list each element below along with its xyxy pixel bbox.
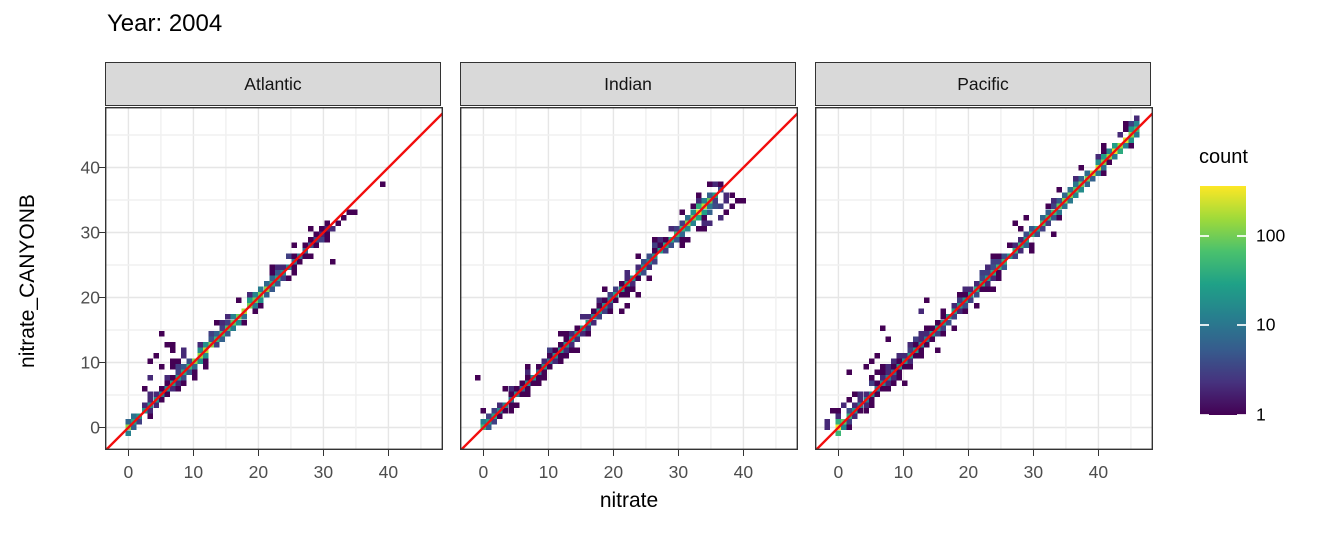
x-axis-title: nitrate — [599, 489, 659, 512]
colorbar-tick — [1237, 414, 1246, 416]
x-tick-label: 30 — [313, 462, 334, 482]
x-tick-label: 40 — [378, 462, 399, 482]
panel-area-atlantic — [105, 107, 443, 450]
x-axis-tick — [547, 450, 550, 456]
x-axis-tick — [387, 450, 390, 456]
facet-strip-indian: Indian — [460, 62, 796, 106]
facet-strip-atlantic: Atlantic — [105, 62, 441, 106]
x-axis-tick — [902, 450, 905, 456]
gridlines — [815, 107, 1153, 450]
colorbar-tick-label: 10 — [1256, 314, 1276, 335]
x-axis-tick — [482, 450, 485, 456]
x-tick-label: 20 — [248, 462, 269, 482]
x-axis-tick — [1097, 450, 1100, 456]
x-axis-tick — [967, 450, 970, 456]
y-axis-title: nitrate_CANYONB — [16, 194, 39, 368]
colorbar-tick — [1237, 324, 1246, 327]
x-axis-tick — [257, 450, 260, 456]
plot-title: Year: 2004 — [107, 10, 223, 37]
colorbar-tick — [1200, 324, 1209, 327]
y-axis-tick — [99, 166, 105, 169]
bin2d-cells — [125, 181, 386, 436]
facet-strip-label: Atlantic — [244, 73, 302, 94]
x-axis-tick — [322, 450, 325, 456]
facet-strip-label: Indian — [604, 73, 652, 94]
bin2d-cells — [824, 115, 1140, 436]
y-tick-label: 10 — [80, 352, 100, 372]
panel-area-indian — [460, 107, 798, 450]
gridlines — [105, 107, 443, 450]
y-axis-tick — [99, 231, 105, 234]
x-axis-tick — [612, 450, 615, 456]
colorbar-tick-label: 1 — [1256, 404, 1266, 425]
colorbar-tick — [1200, 234, 1209, 237]
x-axis-tick — [192, 450, 195, 456]
x-tick-label: 0 — [123, 462, 134, 482]
x-axis-tick — [127, 450, 130, 456]
facet-strip-pacific: Pacific — [815, 62, 1151, 106]
y-tick-label: 30 — [80, 222, 100, 242]
y-tick-label: 0 — [90, 417, 100, 437]
x-axis-tick — [742, 450, 745, 456]
colorbar-tick-label: 100 — [1256, 225, 1286, 246]
y-axis-tick — [99, 426, 105, 429]
panel-border — [105, 107, 443, 450]
colorbar-tick — [1200, 414, 1209, 416]
x-tick-label: 40 — [733, 462, 754, 482]
x-tick-label: 30 — [1023, 462, 1044, 482]
colorbar-tick — [1237, 234, 1246, 237]
panel-area-pacific — [815, 107, 1153, 450]
legend-colorbar — [1200, 186, 1246, 415]
x-tick-label: 10 — [538, 462, 559, 482]
x-axis-tick — [837, 450, 840, 456]
identity-line — [815, 111, 1153, 450]
legend-title: count — [1199, 146, 1248, 168]
panel-atlantic — [105, 107, 443, 450]
identity-line — [105, 111, 443, 450]
y-axis-tick — [99, 296, 105, 299]
x-tick-label: 30 — [668, 462, 689, 482]
x-tick-label: 10 — [183, 462, 204, 482]
x-axis-tick — [1032, 450, 1035, 456]
x-tick-label: 10 — [893, 462, 914, 482]
y-tick-label: 20 — [80, 287, 100, 307]
y-axis-tick — [99, 361, 105, 364]
panel-pacific — [815, 107, 1153, 450]
x-axis-tick — [677, 450, 680, 456]
identity-line — [460, 111, 798, 450]
panel-border — [815, 107, 1153, 450]
panel-indian — [460, 107, 798, 450]
panel-border — [460, 107, 798, 450]
y-tick-label: 40 — [80, 157, 100, 177]
facet-strip-label: Pacific — [957, 73, 1009, 94]
x-tick-label: 20 — [958, 462, 979, 482]
x-tick-label: 40 — [1088, 462, 1109, 482]
x-tick-label: 20 — [603, 462, 624, 482]
gridlines — [460, 107, 798, 450]
x-tick-label: 0 — [833, 462, 844, 482]
x-tick-label: 0 — [478, 462, 489, 482]
